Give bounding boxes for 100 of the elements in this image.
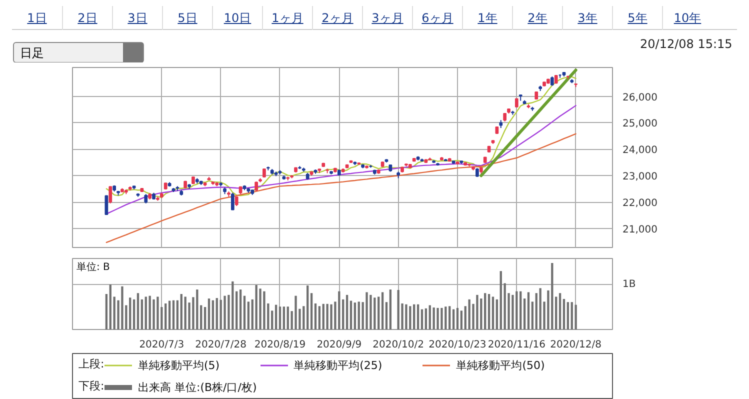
- bar: [440, 308, 443, 330]
- bar: [370, 294, 372, 330]
- bar: [354, 302, 356, 330]
- bar: [338, 291, 340, 330]
- legend-label: 単純移動平均(50): [456, 358, 545, 372]
- bar: [523, 298, 526, 330]
- bar: [314, 303, 317, 330]
- bar: [255, 285, 258, 330]
- bar: [420, 309, 424, 330]
- bar: [204, 307, 206, 330]
- bar: [172, 300, 175, 330]
- bar: [397, 290, 400, 330]
- bar: [247, 302, 250, 330]
- bar: [424, 308, 428, 330]
- bar: [109, 284, 112, 330]
- bar: [416, 304, 420, 330]
- bar: [220, 300, 222, 330]
- candlestick: [230, 192, 234, 210]
- bar: [555, 296, 558, 330]
- bar: [278, 306, 282, 330]
- bar: [413, 304, 416, 330]
- bar: [350, 300, 352, 330]
- bar: [148, 296, 151, 330]
- y-tick-label: 24,000: [622, 145, 658, 156]
- bar: [562, 298, 566, 330]
- text: 1年: [478, 11, 498, 25]
- bar: [282, 306, 286, 330]
- bar: [436, 308, 439, 330]
- candlestick: [144, 194, 148, 204]
- bar: [152, 299, 155, 330]
- bar: [180, 294, 182, 330]
- bar: [374, 298, 376, 330]
- bar: [480, 298, 482, 330]
- bar: [236, 291, 238, 330]
- bar: [330, 304, 332, 330]
- text: 20/12/08 15:15: [640, 36, 732, 53]
- bar: [500, 271, 502, 330]
- bar: [224, 296, 226, 330]
- bar: [105, 294, 108, 330]
- bar: [306, 285, 309, 330]
- text: 日足: [13, 42, 144, 63]
- bar: [551, 262, 554, 330]
- bar: [539, 288, 542, 330]
- bar: [566, 302, 570, 330]
- x-tick-label: 2020/10/2: [372, 340, 424, 350]
- bar: [274, 304, 278, 330]
- bar: [558, 293, 562, 330]
- line-series: [106, 133, 576, 244]
- bar: [271, 310, 274, 330]
- bar: [121, 286, 124, 330]
- bar: [409, 306, 412, 330]
- y-tick-label: 26,000: [622, 92, 658, 104]
- text: 3年: [578, 11, 598, 25]
- bar: [184, 296, 186, 330]
- candlestick: [254, 181, 258, 192]
- bar: [132, 299, 136, 330]
- bar: [444, 306, 447, 330]
- bar: [488, 294, 490, 330]
- bar: [232, 281, 234, 330]
- text: 3ヶ月: [372, 11, 404, 25]
- bar: [476, 294, 478, 330]
- y-tick-label: 21,000: [622, 224, 658, 236]
- bar: [286, 306, 289, 330]
- bar: [460, 310, 463, 330]
- bar: [496, 299, 498, 330]
- bar: [452, 309, 455, 330]
- bar: [326, 304, 328, 330]
- bar: [259, 288, 262, 330]
- bar: [176, 300, 179, 330]
- bar: [164, 303, 167, 330]
- legend-label: 出来高 単位:(B株/口/枚): [138, 380, 257, 394]
- bar: [322, 304, 324, 330]
- bar: [366, 292, 368, 330]
- y-tick-label: 1B: [622, 279, 636, 290]
- bar: [520, 291, 522, 330]
- bar: [516, 291, 518, 330]
- text: 1日: [27, 11, 47, 25]
- bar: [140, 299, 144, 330]
- text: 5日: [178, 11, 198, 25]
- bar: [456, 308, 459, 330]
- x-tick-label: 2020/7/3: [139, 340, 184, 350]
- bar: [302, 306, 305, 330]
- bar: [212, 300, 214, 330]
- bar: [144, 296, 147, 330]
- bar: [216, 298, 218, 330]
- bar: [263, 291, 266, 330]
- bar: [156, 296, 159, 330]
- candlestick: [234, 196, 238, 206]
- bar: [346, 294, 348, 330]
- bar: [243, 296, 246, 330]
- bar: [196, 290, 198, 330]
- line-series: [480, 68, 578, 178]
- bar: [389, 290, 392, 330]
- text: 3日: [128, 11, 148, 25]
- bar: [136, 293, 140, 330]
- legend-label: 単純移動平均(25): [294, 358, 382, 372]
- text: 2年: [528, 11, 548, 25]
- bar: [468, 299, 470, 330]
- bar: [200, 305, 202, 330]
- text: 6ヶ月: [422, 11, 454, 25]
